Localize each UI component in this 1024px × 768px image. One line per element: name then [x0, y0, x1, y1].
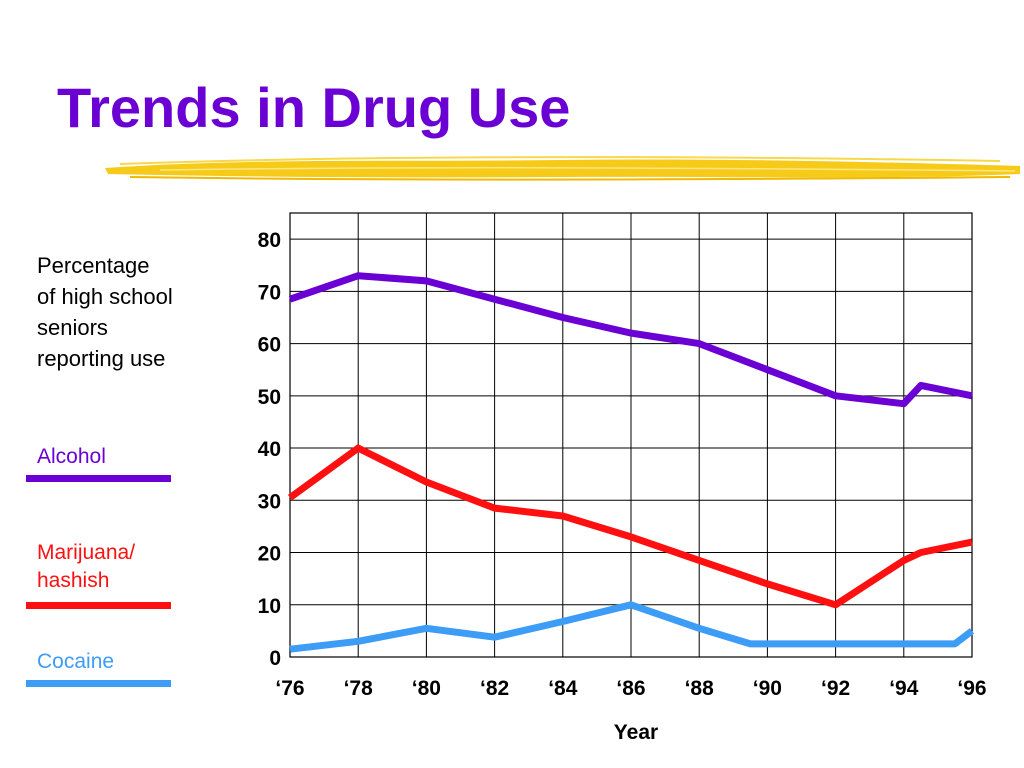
x-tick-label: ‘88	[685, 677, 715, 700]
x-tick-label: ‘86	[616, 677, 645, 700]
legend-label-alcohol: Alcohol	[37, 445, 106, 468]
x-tick-label: ‘82	[480, 677, 509, 700]
legend-label-marijuana: Marijuana/ hashish	[37, 539, 135, 595]
yellow-brush-underline	[105, 156, 1020, 181]
brush-stroke-streak-3	[159, 167, 1016, 172]
series-lines	[287, 272, 975, 653]
x-tick-label: ‘96	[957, 677, 986, 700]
y-axis-label: Percentage of high school seniors report…	[37, 250, 173, 374]
x-tick-label: ‘76	[275, 677, 304, 700]
y-tick-labels: 0 10 20 30 40 50 60 70 80	[258, 229, 281, 670]
y-tick-label: 0	[269, 647, 281, 670]
legend-swatch-alcohol	[26, 475, 171, 482]
legend-swatch-cocaine	[26, 680, 171, 687]
y-tick-label: 50	[258, 386, 281, 409]
x-tick-label: ‘84	[548, 677, 578, 700]
x-tick-labels: ‘76 ‘78 ‘80 ‘82 ‘84 ‘86 ‘88 ‘90 ‘92 ‘94 ‘96	[275, 677, 986, 700]
x-tick-label: ‘80	[412, 677, 441, 700]
legend-label-line: hashish	[37, 569, 110, 592]
brush-stroke-streak-2	[129, 176, 1011, 181]
y-axis-label-line: of high school	[37, 284, 173, 309]
x-tick-label: ‘94	[889, 677, 919, 700]
series-line-marijuana	[287, 444, 973, 609]
y-tick-label: 70	[258, 281, 281, 304]
page-title: Trends in Drug Use	[57, 76, 571, 139]
x-axis-label: Year	[614, 721, 658, 744]
y-tick-label: 20	[258, 543, 281, 566]
x-tick-label: ‘92	[821, 677, 850, 700]
brush-stroke-streak-1	[119, 156, 1001, 165]
y-axis-label-line: reporting use	[37, 346, 166, 371]
y-tick-label: 10	[258, 595, 281, 618]
y-tick-label: 80	[258, 229, 281, 252]
y-tick-label: 60	[258, 334, 281, 357]
series-line-alcohol	[288, 272, 973, 408]
legend-label-line: Marijuana/	[37, 541, 136, 564]
series-line-cocaine	[289, 601, 975, 653]
legend-swatch-marijuana	[26, 602, 171, 609]
legend-label-cocaine: Cocaine	[37, 650, 115, 673]
chart-grid	[289, 212, 973, 658]
y-tick-label: 30	[258, 490, 281, 513]
x-tick-label: ‘78	[344, 677, 374, 700]
y-axis-label-line: Percentage	[37, 253, 150, 278]
x-tick-label: ‘90	[753, 677, 782, 700]
y-axis-label-line: seniors	[37, 315, 108, 340]
y-tick-label: 40	[258, 438, 281, 461]
